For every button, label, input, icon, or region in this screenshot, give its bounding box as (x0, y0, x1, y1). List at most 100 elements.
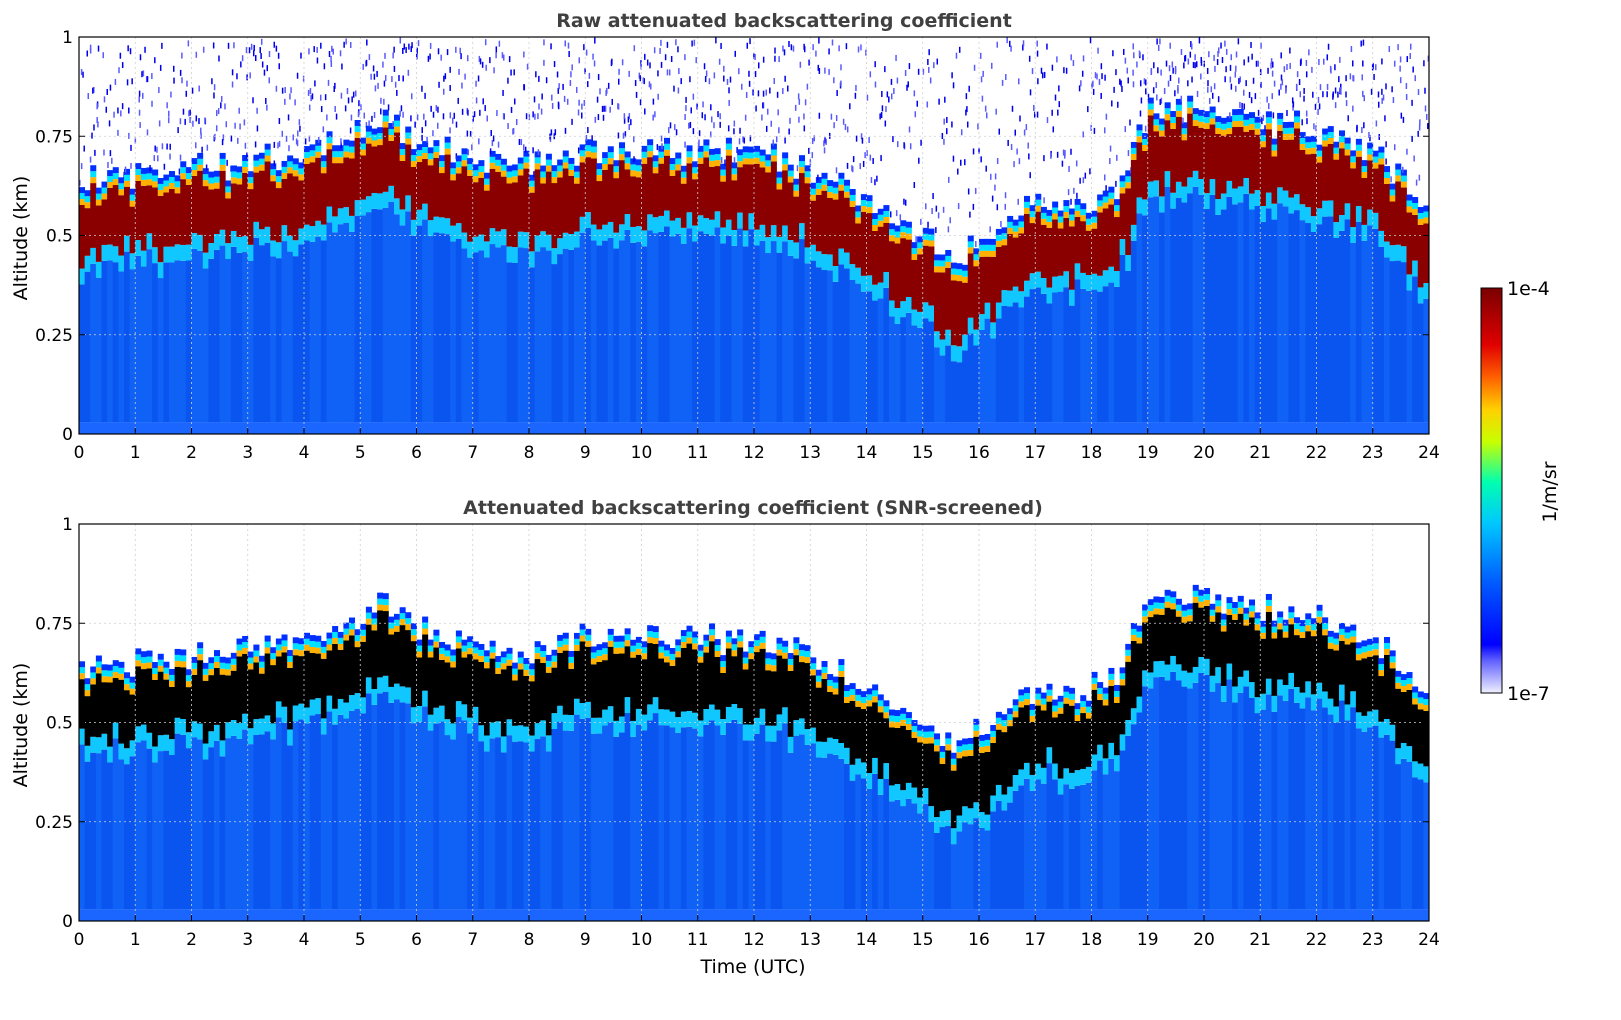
noise-speck (239, 123, 241, 130)
noise-speck (1017, 198, 1019, 205)
noise-speck (960, 129, 963, 136)
heatmap-cell (534, 723, 541, 740)
heatmap-cell (680, 243, 687, 423)
heatmap-cell (1209, 909, 1216, 921)
heatmap-cell (551, 264, 558, 423)
heatmap-cell (928, 422, 935, 434)
heatmap-cell (349, 617, 356, 624)
noise-speck (1109, 145, 1112, 152)
noise-speck (744, 114, 747, 121)
heatmap-cell (1181, 134, 1188, 141)
heatmap-cell (607, 422, 614, 434)
heatmap-cell (500, 164, 507, 171)
x-tick-label: 8 (524, 443, 535, 463)
noise-speck (715, 37, 717, 44)
heatmap-cell (489, 168, 496, 229)
noise-speck (886, 91, 889, 98)
heatmap-cell (1074, 216, 1081, 264)
heatmap-cell (551, 713, 558, 729)
heatmap-cell (107, 182, 114, 188)
heatmap-cell (1361, 646, 1368, 653)
noise-speck (981, 95, 984, 102)
noise-speck (782, 45, 784, 52)
heatmap-cell (748, 158, 755, 165)
heatmap-cell (1204, 658, 1211, 675)
heatmap-cell (1114, 199, 1121, 206)
heatmap-cell (326, 632, 333, 639)
heatmap-cell (590, 152, 597, 159)
heatmap-cell (557, 238, 564, 255)
heatmap-cell (1412, 777, 1419, 910)
heatmap-cell (551, 655, 558, 662)
heatmap-cell (1412, 698, 1419, 705)
heatmap-cell (1130, 422, 1137, 434)
noise-speck (935, 205, 938, 212)
noise-speck (1169, 75, 1172, 82)
heatmap-cell (472, 647, 479, 654)
noise-speck (1144, 125, 1147, 132)
heatmap-cell (84, 196, 91, 203)
heatmap-cell (500, 158, 507, 165)
heatmap-cell (1417, 763, 1424, 780)
noise-speck (1411, 135, 1413, 142)
heatmap-cell (1012, 909, 1019, 921)
noise-speck (360, 104, 362, 111)
noise-speck (421, 134, 423, 141)
heatmap-cell (889, 801, 896, 910)
heatmap-cell (157, 653, 164, 660)
heatmap-cell (1209, 179, 1216, 195)
heatmap-cell (1389, 662, 1396, 669)
heatmap-cell (630, 645, 637, 652)
heatmap-cell (534, 647, 541, 654)
heatmap-cell (787, 170, 794, 177)
noise-speck (151, 73, 153, 80)
noise-speck (1006, 37, 1008, 44)
noise-speck (937, 212, 940, 219)
heatmap-cell (1052, 207, 1059, 214)
heatmap-cell (349, 215, 356, 232)
heatmap-cell (866, 291, 873, 423)
heatmap-cell (365, 909, 372, 921)
noise-speck (249, 72, 251, 79)
noise-speck (512, 128, 514, 135)
noise-speck (726, 78, 729, 85)
heatmap-cell (827, 909, 834, 921)
noise-speck (916, 100, 919, 107)
heatmap-cell (129, 909, 136, 921)
noise-speck (1234, 71, 1237, 78)
heatmap-cell (1237, 186, 1244, 203)
heatmap-cell (1215, 214, 1222, 423)
heatmap-cell (714, 166, 721, 212)
heatmap-cell (326, 222, 333, 423)
noise-speck (1251, 53, 1253, 60)
heatmap-cell (1170, 603, 1177, 610)
heatmap-cell (275, 170, 282, 177)
heatmap-cell (1361, 166, 1368, 173)
noise-speck (1133, 52, 1135, 59)
heatmap-cell (1080, 272, 1087, 289)
heatmap-cell (219, 662, 226, 669)
heatmap-cell (669, 169, 676, 176)
heatmap-cell (1159, 909, 1166, 921)
heatmap-cell (664, 155, 671, 211)
noise-speck (1194, 54, 1196, 61)
heatmap-cell (680, 630, 687, 637)
heatmap-cell (433, 707, 440, 724)
heatmap-cell (1198, 127, 1205, 179)
heatmap-cell (281, 706, 288, 723)
heatmap-cell (540, 183, 547, 232)
heatmap-cell (197, 660, 204, 724)
heatmap-cell (500, 176, 507, 230)
heatmap-cell (1192, 114, 1199, 121)
heatmap-cell (270, 739, 277, 910)
heatmap-cell (320, 658, 327, 719)
noise-speck (570, 71, 572, 78)
heatmap-cell (990, 736, 997, 743)
heatmap-cell (973, 345, 980, 423)
noise-speck (1305, 71, 1308, 78)
noise-speck (310, 95, 312, 102)
noise-speck (1378, 133, 1380, 140)
noise-speck (179, 118, 182, 125)
heatmap-cell (529, 735, 536, 752)
heatmap-cell (1035, 287, 1042, 423)
